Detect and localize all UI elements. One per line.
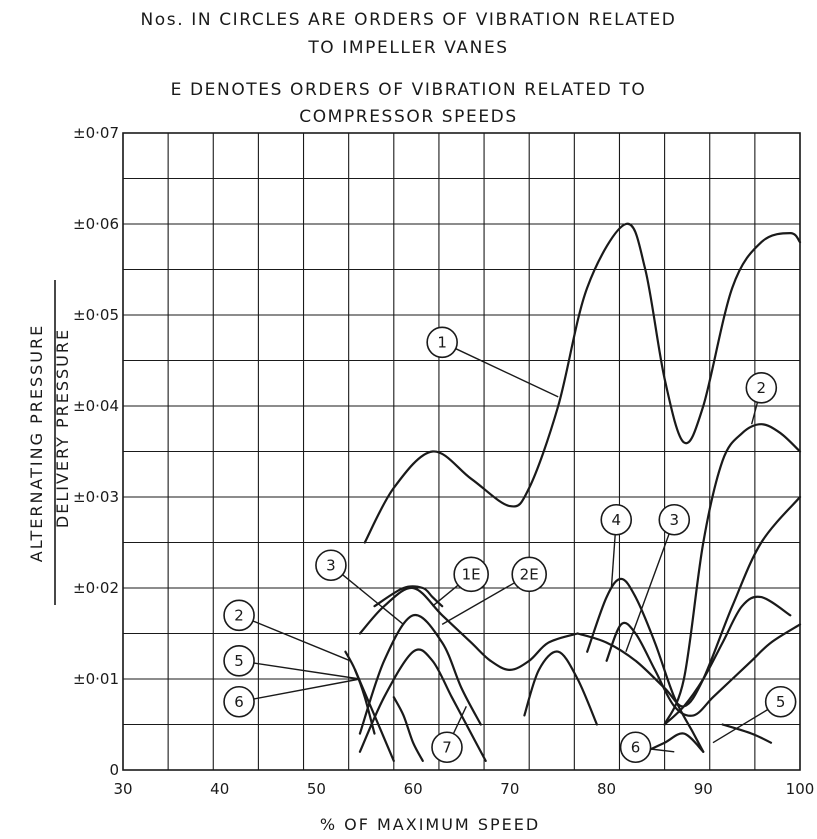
series-4-line — [586, 577, 705, 753]
callout-leader — [342, 574, 404, 625]
callout-label: 6 — [631, 738, 641, 756]
y-axis-title-denominator: DELIVERY PRESSURE — [53, 328, 72, 528]
callout-leader — [455, 348, 559, 398]
axis-titles: % OF MAXIMUM SPEED ALTERNATING PRESSURE … — [27, 280, 540, 834]
callout-badge — [426, 326, 458, 359]
callout-label: 2E — [520, 565, 539, 583]
callout-badge — [431, 731, 463, 764]
callout-leader — [610, 534, 616, 589]
series-5-line — [663, 595, 792, 726]
callout-badge — [619, 731, 652, 764]
y-tick-label: ±0·04 — [73, 397, 119, 415]
callout-label: 2 — [757, 379, 767, 397]
callout-badge — [453, 556, 489, 593]
callout-badge — [315, 549, 347, 582]
y-tick-label: ±0·03 — [73, 488, 119, 506]
callout-leader — [432, 584, 459, 607]
callout-badge — [223, 599, 255, 632]
y-tick-label: 0 — [109, 761, 119, 779]
callout-leader — [452, 706, 467, 734]
callout-leader — [441, 582, 515, 626]
callout-leader — [252, 620, 351, 662]
tick-labels: 30 40 50 60 70 80 90 100 0 ±0·01 ±0·02 ±0·03 ±0·04 ±0… — [73, 124, 814, 798]
callout-badge — [223, 685, 255, 718]
grid — [122, 132, 801, 771]
callout-label: 1E — [462, 565, 481, 583]
callout-badge — [511, 556, 548, 593]
series-unlabelled-line — [721, 723, 773, 744]
x-tick-label: 30 — [113, 780, 132, 798]
y-tick-label: ±0·02 — [73, 579, 119, 597]
series-2e-line — [373, 585, 444, 608]
note-line-2: TO IMPELLER VANES — [308, 38, 509, 58]
callout-badge — [600, 503, 633, 536]
series-7-line — [392, 696, 424, 762]
series-6-line — [358, 648, 487, 762]
callout-label: 3 — [326, 556, 336, 574]
callouts: 1 2 2 3 3 1E 2E 4 5 5 6 6 7 — [223, 326, 797, 764]
series-2-line — [344, 650, 376, 735]
callout-leader — [625, 533, 670, 652]
callout-leader — [650, 748, 675, 753]
series-unlabelled-line — [523, 650, 598, 726]
callout-leader — [750, 402, 759, 425]
callout-badge — [223, 644, 255, 677]
callout-label: 1 — [437, 333, 447, 351]
x-tick-label: 50 — [307, 780, 326, 798]
callout-label: 3 — [669, 511, 679, 529]
note-line-1: Nos. IN CIRCLES ARE ORDERS OF VIBRATION … — [140, 10, 677, 30]
series-6-line — [644, 732, 705, 753]
x-tick-label: 80 — [597, 780, 616, 798]
callout-label: 4 — [611, 511, 621, 529]
series-3-line — [358, 586, 579, 671]
callout-label: 7 — [442, 738, 452, 756]
x-tick-label: 90 — [694, 780, 713, 798]
callout-badge — [745, 371, 778, 404]
x-tick-label: 60 — [404, 780, 423, 798]
y-tick-label: ±0·06 — [73, 215, 119, 233]
y-tick-label: ±0·01 — [73, 670, 119, 688]
callout-label: 2 — [234, 606, 244, 624]
callout-label: 6 — [234, 693, 244, 711]
note-line-3: E DENOTES ORDERS OF VIBRATION RELATED TO — [170, 80, 647, 100]
y-tick-label: ±0·07 — [73, 124, 119, 142]
series-1e-line — [358, 614, 482, 735]
callout-badge — [658, 503, 691, 536]
series-curves — [344, 222, 802, 762]
y-tick-label: ±0·05 — [73, 306, 119, 324]
x-tick-label: 70 — [500, 780, 519, 798]
callout-leader — [253, 678, 361, 700]
note-line-4: COMPRESSOR SPEEDS — [299, 107, 518, 127]
series-1-line — [363, 222, 802, 544]
series-unlabelled-line — [605, 621, 802, 717]
x-tick-label: 100 — [786, 780, 815, 798]
x-tick-label: 40 — [210, 780, 229, 798]
callout-label: 5 — [234, 652, 244, 670]
callout-label: 5 — [776, 693, 786, 711]
callout-leader — [253, 662, 361, 680]
series-2-line — [663, 423, 802, 726]
callout-badge — [764, 685, 797, 718]
callout-leader — [712, 708, 769, 744]
y-axis-title-numerator: ALTERNATING PRESSURE — [27, 324, 46, 562]
x-axis-title: % OF MAXIMUM SPEED — [320, 815, 540, 834]
